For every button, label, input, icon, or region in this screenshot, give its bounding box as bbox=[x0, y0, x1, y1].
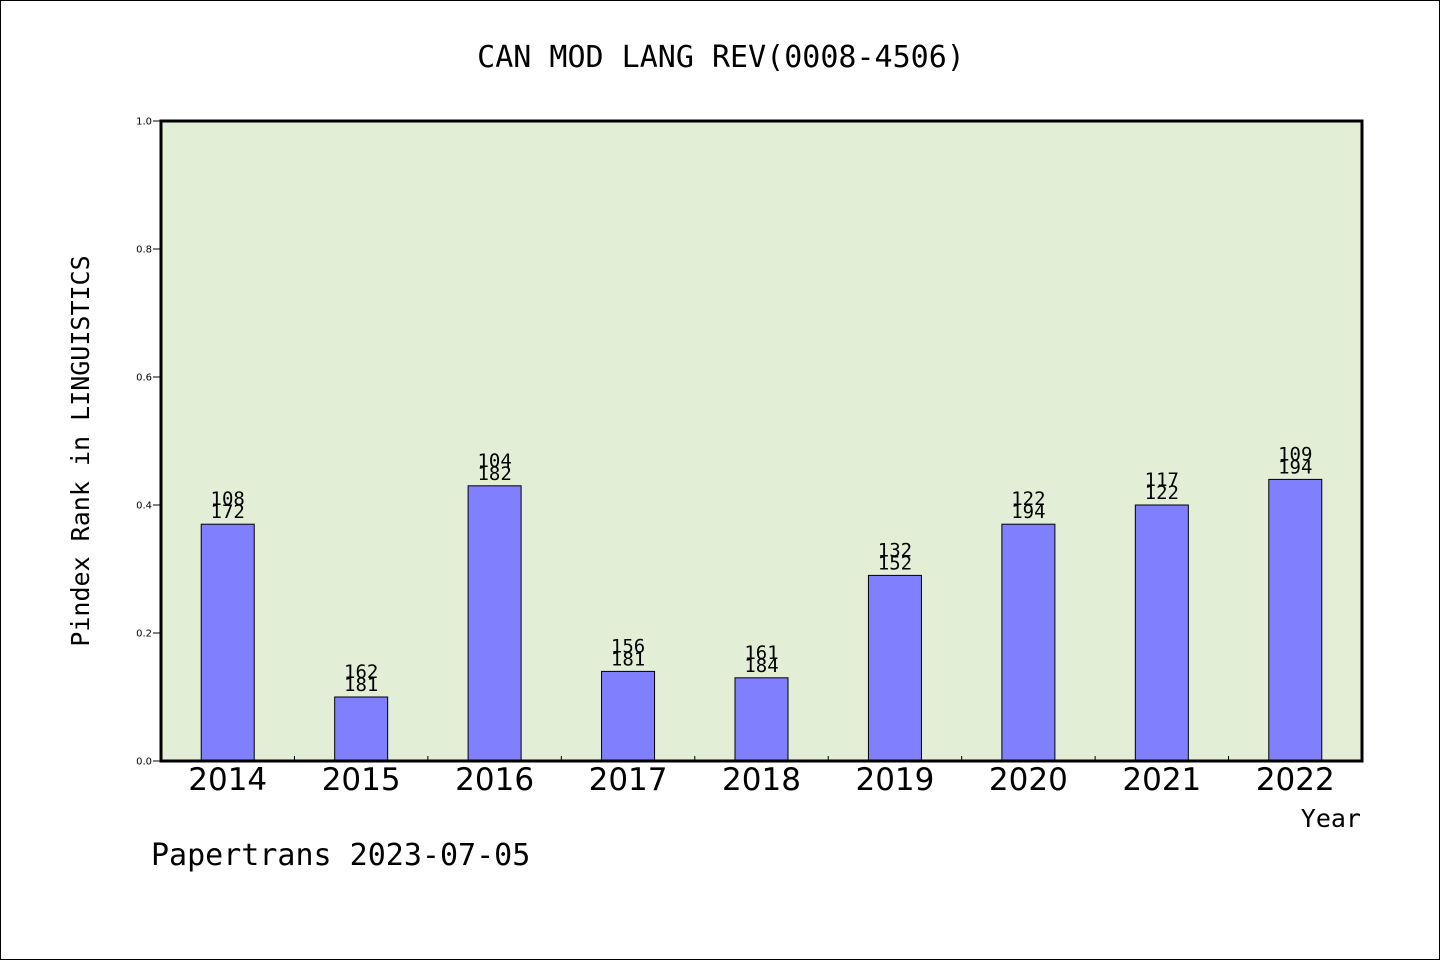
x-tick-label-2014: 2014 bbox=[188, 762, 267, 798]
bar-label-top-2019: 132 bbox=[878, 539, 912, 561]
x-tick-label-2016: 2016 bbox=[455, 762, 534, 798]
x-axis: 2014 2015 2016 2017 2018 2019 2020 2021 2022 bbox=[188, 756, 1335, 798]
plot-border bbox=[159, 119, 1364, 763]
bar-2022 bbox=[1268, 478, 1323, 762]
y-tick-label-0.8: 0.8 bbox=[136, 245, 152, 256]
y-tick-label-0.6: 0.6 bbox=[136, 373, 152, 384]
bar-label-bottom-2015: 181 bbox=[344, 674, 378, 696]
y-tick-label-0.0: 0.0 bbox=[136, 757, 152, 768]
bar-label-bottom-2018: 184 bbox=[744, 655, 778, 677]
bar-label-top-2014: 108 bbox=[211, 488, 245, 510]
bar-2019 bbox=[867, 574, 922, 762]
x-tick-label-2020: 2020 bbox=[989, 762, 1068, 798]
bar-2017 bbox=[601, 670, 656, 762]
bar-label-top-2021: 117 bbox=[1145, 469, 1179, 491]
bar-label-top-2018: 161 bbox=[744, 642, 778, 664]
x-tick-label-2018: 2018 bbox=[722, 762, 801, 798]
footer-text: Papertrans 2023-07-05 bbox=[151, 838, 530, 873]
bar-2016 bbox=[467, 485, 522, 762]
bar-2021 bbox=[1134, 504, 1189, 762]
bar-label-top-2020: 122 bbox=[1011, 488, 1045, 510]
x-axis-title: Year bbox=[1301, 804, 1361, 833]
bar-label-bottom-2016: 182 bbox=[477, 463, 511, 485]
bar-label-bottom-2020: 194 bbox=[1011, 501, 1045, 523]
bar-2018 bbox=[734, 677, 789, 762]
bar-2014 bbox=[200, 523, 255, 762]
bars-layer bbox=[200, 478, 1323, 762]
y-tick-label-0.2: 0.2 bbox=[136, 629, 152, 640]
bar-label-top-2017: 156 bbox=[611, 635, 645, 657]
y-axis: 0.0 0.2 0.4 0.6 0.8 1.0 bbox=[136, 117, 161, 768]
bar-label-bottom-2021: 122 bbox=[1145, 482, 1179, 504]
bar-label-top-2015: 162 bbox=[344, 661, 378, 683]
bar-label-top-2022: 109 bbox=[1278, 443, 1312, 465]
x-tick-label-2021: 2021 bbox=[1122, 762, 1201, 798]
bar-2015 bbox=[334, 696, 389, 762]
x-tick-label-2015: 2015 bbox=[322, 762, 401, 798]
bar-label-bottom-2017: 181 bbox=[611, 648, 645, 670]
y-tick-label-0.4: 0.4 bbox=[136, 501, 152, 512]
chart-title: CAN MOD LANG REV(0008-4506) bbox=[477, 40, 965, 75]
x-tick-label-2019: 2019 bbox=[855, 762, 934, 798]
x-tick-label-2022: 2022 bbox=[1256, 762, 1335, 798]
bar-label-bottom-2019: 152 bbox=[878, 552, 912, 574]
y-tick-label-1.0: 1.0 bbox=[136, 117, 152, 128]
bar-2020 bbox=[1001, 523, 1056, 762]
bar-label-top-2016: 104 bbox=[477, 450, 511, 472]
bar-label-bottom-2022: 194 bbox=[1278, 456, 1312, 478]
x-tick-label-2017: 2017 bbox=[589, 762, 668, 798]
bar-label-bottom-2014: 172 bbox=[211, 501, 245, 523]
y-axis-title: Pindex Rank in LINGUISTICS bbox=[66, 255, 95, 646]
